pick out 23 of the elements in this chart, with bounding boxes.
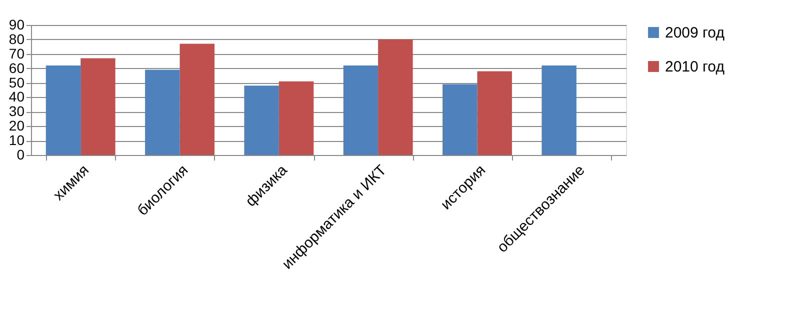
y-tick-label: 90	[8, 16, 25, 32]
bar	[46, 65, 81, 155]
y-tick-label: 50	[8, 74, 25, 90]
legend-label: 2009 год	[665, 24, 725, 42]
bar	[542, 65, 576, 155]
bar	[477, 71, 512, 155]
y-tick-label: 0	[16, 146, 25, 162]
bar	[442, 84, 478, 155]
y-tick-label: 40	[8, 88, 25, 105]
bar	[180, 44, 214, 155]
y-tick-label: 10	[8, 132, 25, 148]
bar	[278, 81, 314, 155]
y-tick-label: 30	[8, 103, 25, 120]
bar	[343, 65, 378, 155]
y-tick-label: 70	[8, 45, 25, 62]
bar	[80, 58, 116, 155]
bar	[378, 39, 413, 155]
bar	[244, 86, 279, 155]
y-tick-label: 80	[8, 30, 25, 47]
y-tick-label: 60	[8, 60, 25, 76]
bar	[145, 70, 180, 155]
legend-label: 2010 год	[665, 58, 725, 76]
y-tick-label: 20	[8, 118, 25, 134]
